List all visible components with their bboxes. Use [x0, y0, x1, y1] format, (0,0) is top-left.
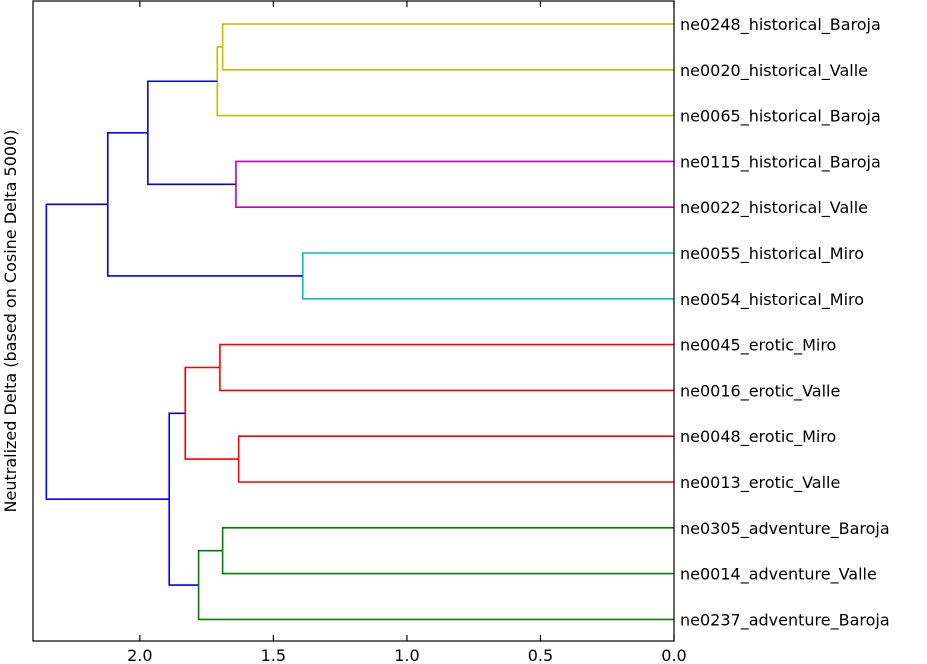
leaf-label: ne0237_adventure_Baroja [680, 610, 890, 630]
leaf-label: ne0115_historical_Baroja [680, 152, 881, 172]
x-tick-label: 1.0 [394, 646, 419, 664]
link-D [147, 80, 236, 186]
x-tick-label: 0.0 [661, 646, 686, 664]
link-F [106, 131, 303, 277]
leaf-label: ne0305_adventure_Baroja [680, 519, 890, 539]
leaf-label: ne0020_historical_Valle [680, 61, 868, 81]
link-G [219, 343, 674, 392]
y-axis-title: Neutralized Delta (based on Cosine Delta… [1, 130, 20, 513]
link-C [235, 160, 674, 208]
dendrogram-links [45, 23, 674, 621]
link-K [197, 549, 674, 621]
x-axis-ticks: 2.0 1.5 1.0 0.5 0.0 [127, 1, 687, 664]
link-A [221, 23, 674, 71]
leaf-label: ne0014_adventure_Valle [680, 565, 877, 585]
leaf-label: ne0048_erotic_Miro [680, 427, 836, 447]
leaf-label: ne0055_historical_Miro [680, 244, 864, 264]
link-J [221, 527, 674, 575]
leaf-label: ne0248_historical_Baroja [680, 15, 881, 35]
leaf-label: ne0045_erotic_Miro [680, 336, 836, 356]
link-H [237, 435, 674, 483]
link-E [301, 252, 674, 300]
leaf-label: ne0013_erotic_Valle [680, 473, 840, 493]
link-M [45, 203, 170, 500]
x-tick-label: 0.5 [528, 646, 553, 664]
leaf-label: ne0016_erotic_Valle [680, 381, 840, 401]
plot-frame [32, 0, 675, 642]
x-tick-label: 2.0 [127, 646, 152, 664]
leaf-labels: ne0248_historical_Baroja ne0020_historica… [680, 15, 890, 630]
x-tick-label: 1.5 [261, 646, 286, 664]
leaf-label: ne0022_historical_Valle [680, 198, 868, 218]
link-I [184, 366, 239, 460]
leaf-label: ne0065_historical_Baroja [680, 107, 881, 127]
link-B [216, 46, 674, 117]
leaf-label: ne0054_historical_Miro [680, 290, 864, 310]
link-L [168, 412, 199, 586]
